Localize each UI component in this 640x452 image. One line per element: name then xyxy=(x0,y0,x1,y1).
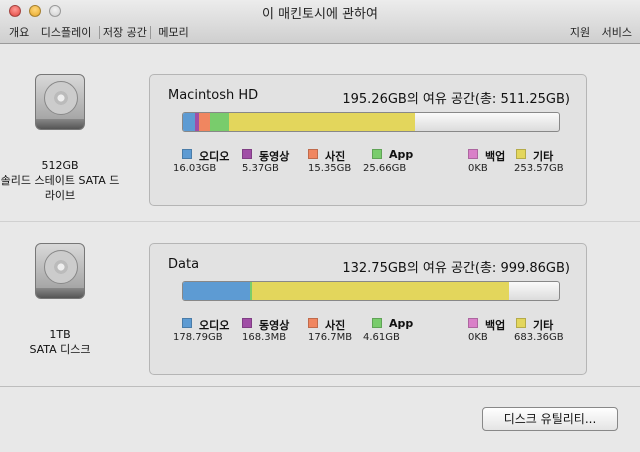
drive-panel: Data 132.75GB의 여유 공간(총: 999.86GB) 오디오 17… xyxy=(149,243,587,375)
usage-segment-video xyxy=(194,113,199,131)
legend-value: 683.36GB xyxy=(514,332,564,343)
legend-value: 0KB xyxy=(468,163,488,174)
legend-label: 오디오 xyxy=(199,150,230,163)
legend-value: 253.57GB xyxy=(514,163,564,174)
usage-segment-audio xyxy=(183,113,195,131)
legend-label: 동영상 xyxy=(259,150,290,163)
minimize-button[interactable] xyxy=(29,5,41,17)
tab-memory[interactable]: 메모리 xyxy=(158,26,189,39)
legend-label: 백업 xyxy=(485,319,506,332)
legend-swatch xyxy=(182,318,192,328)
service-link[interactable]: 서비스 xyxy=(601,26,632,39)
legend-value: 16.03GB xyxy=(173,163,217,174)
divider xyxy=(0,386,640,387)
legend-swatch xyxy=(242,149,252,159)
usage-segment-other xyxy=(228,113,416,131)
legend-value: 4.61GB xyxy=(363,332,400,343)
hard-drive-icon xyxy=(35,74,85,130)
usage-segment-other xyxy=(252,282,510,300)
tab-overview[interactable]: 개요 xyxy=(9,26,30,39)
usage-bar xyxy=(182,281,560,301)
legend-value: 5.37GB xyxy=(242,163,279,174)
legend-swatch xyxy=(308,149,318,159)
drive-panel: Macintosh HD 195.26GB의 여유 공간(총: 511.25GB… xyxy=(149,74,587,206)
legend-value: 15.35GB xyxy=(308,163,352,174)
tab-displays[interactable]: 디스플레이 xyxy=(40,26,92,39)
legend-label: App xyxy=(389,317,414,330)
free-space: 195.26GB의 여유 공간(총: 511.25GB) xyxy=(342,92,570,107)
legend-swatch xyxy=(182,149,192,159)
legend-swatch xyxy=(468,318,478,328)
tab-storage[interactable]: 저장 공간 xyxy=(98,26,151,39)
drive-type: SATA 디스크 xyxy=(29,343,91,356)
drive-capacity: 512GB xyxy=(41,159,79,172)
legend-value: 176.7MB xyxy=(308,332,353,343)
legend-label: App xyxy=(389,148,414,161)
legend-swatch xyxy=(242,318,252,328)
legend-value: 168.3MB xyxy=(242,332,287,343)
legend-label: 기타 xyxy=(533,150,554,163)
usage-bar xyxy=(182,112,560,132)
legend-swatch xyxy=(516,149,526,159)
close-button[interactable] xyxy=(9,5,21,17)
toolbar-tabs: 개요 디스플레이 저장 공간 메모리 xyxy=(9,24,197,40)
legend-label: 동영상 xyxy=(259,319,290,332)
legend-label: 오디오 xyxy=(199,319,230,332)
usage-segment-audio xyxy=(183,282,251,300)
legend-label: 백업 xyxy=(485,150,506,163)
disk-utility-button[interactable]: 디스크 유틸리티... xyxy=(482,407,618,431)
window-title: 이 매킨토시에 관하여 xyxy=(262,7,378,22)
free-space: 132.75GB의 여유 공간(총: 999.86GB) xyxy=(342,261,570,276)
drive-type: 솔리드 스테이트 SATA 드라이브 xyxy=(0,174,120,202)
legend-label: 사진 xyxy=(325,150,346,163)
volume-name: Macintosh HD xyxy=(168,88,259,103)
toolbar-right: 지원 서비스 xyxy=(570,24,640,40)
legend-value: 25.66GB xyxy=(363,163,407,174)
zoom-button[interactable] xyxy=(49,5,61,17)
legend-value: 0KB xyxy=(468,332,488,343)
legend-swatch xyxy=(468,149,478,159)
usage-segment-photo xyxy=(198,113,210,131)
legend-swatch xyxy=(516,318,526,328)
volume-name: Data xyxy=(168,257,200,272)
title-bar: 이 매킨토시에 관하여 개요 디스플레이 저장 공간 메모리 지원 서비스 xyxy=(0,0,640,44)
legend-label: 사진 xyxy=(325,319,346,332)
support-link[interactable]: 지원 xyxy=(569,26,591,39)
usage-segment-app xyxy=(250,282,253,300)
usage-segment-app xyxy=(210,113,229,131)
drive-capacity: 1TB xyxy=(49,328,71,341)
legend-value: 178.79GB xyxy=(173,332,223,343)
divider xyxy=(0,221,640,222)
legend-swatch xyxy=(372,318,382,328)
legend-label: 기타 xyxy=(533,319,554,332)
legend-swatch xyxy=(372,149,382,159)
hard-drive-icon xyxy=(35,243,85,299)
legend-swatch xyxy=(308,318,318,328)
